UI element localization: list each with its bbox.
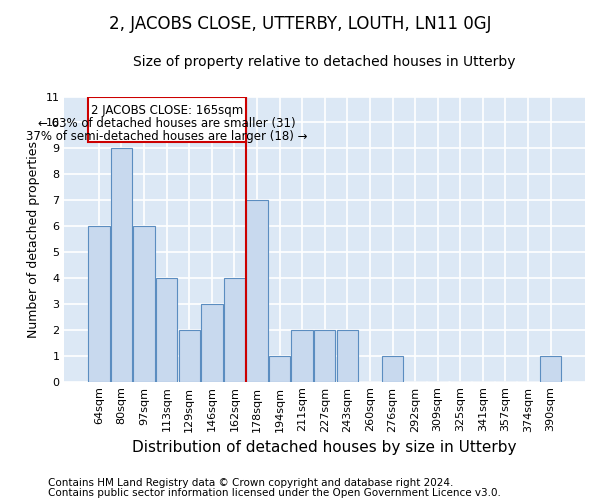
- Text: ← 63% of detached houses are smaller (31): ← 63% of detached houses are smaller (31…: [38, 117, 295, 130]
- Bar: [337, 330, 358, 382]
- Bar: [540, 356, 562, 382]
- Bar: [224, 278, 245, 382]
- Bar: [88, 96, 245, 142]
- Bar: [382, 356, 403, 382]
- Text: 2, JACOBS CLOSE, UTTERBY, LOUTH, LN11 0GJ: 2, JACOBS CLOSE, UTTERBY, LOUTH, LN11 0G…: [109, 15, 491, 33]
- Title: Size of property relative to detached houses in Utterby: Size of property relative to detached ho…: [133, 55, 516, 69]
- Bar: [269, 356, 290, 382]
- Bar: [133, 226, 155, 382]
- Text: Contains HM Land Registry data © Crown copyright and database right 2024.: Contains HM Land Registry data © Crown c…: [48, 478, 454, 488]
- Bar: [292, 330, 313, 382]
- Text: 2 JACOBS CLOSE: 165sqm: 2 JACOBS CLOSE: 165sqm: [91, 104, 243, 117]
- X-axis label: Distribution of detached houses by size in Utterby: Distribution of detached houses by size …: [133, 440, 517, 455]
- Bar: [111, 148, 132, 382]
- Bar: [314, 330, 335, 382]
- Text: Contains public sector information licensed under the Open Government Licence v3: Contains public sector information licen…: [48, 488, 501, 498]
- Bar: [246, 200, 268, 382]
- Bar: [201, 304, 223, 382]
- Y-axis label: Number of detached properties: Number of detached properties: [27, 140, 40, 338]
- Text: 37% of semi-detached houses are larger (18) →: 37% of semi-detached houses are larger (…: [26, 130, 307, 142]
- Bar: [156, 278, 178, 382]
- Bar: [88, 226, 110, 382]
- Bar: [179, 330, 200, 382]
